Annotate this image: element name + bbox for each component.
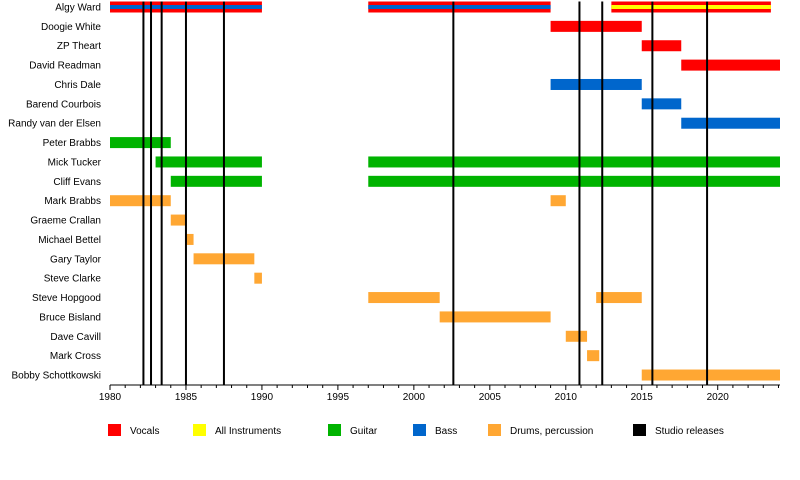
x-tick-label-2010: 2010 — [555, 392, 578, 403]
x-axis: 1980 1985 1990 1995 2000 2005 2010 2015 2020 — [99, 384, 780, 403]
legend-label-studio: Studio releases — [655, 426, 724, 437]
member-label-algy-ward: Algy Ward — [55, 3, 101, 14]
bar-steve-hopgood-drums-20 — [368, 292, 440, 304]
bar-bobby-schottkowski-drums-25 — [641, 369, 780, 381]
member-label-zp-theart: ZP Theart — [57, 41, 101, 52]
member-label-bobby-schottkowski: Bobby Schottkowski — [12, 371, 102, 382]
legend-swatch-vocals — [108, 424, 121, 436]
legend-swatch-guitar — [328, 424, 341, 436]
bar-cliff-evans-guitar-13 — [368, 175, 780, 187]
member-label-dave-cavill: Dave Cavill — [50, 332, 101, 343]
member-label-mark-cross: Mark Cross — [50, 351, 101, 362]
member-label-gary-taylor: Gary Taylor — [50, 254, 102, 265]
bar-mark-cross-drums-24 — [587, 350, 600, 362]
bar-mark-brabbs-drums-14 — [110, 195, 171, 207]
x-tick-label-1980: 1980 — [99, 392, 122, 403]
legend-label-drums: Drums, percussion — [510, 426, 593, 437]
legend-swatch-studio — [633, 424, 646, 436]
bar-michael-bettel-drums-17 — [185, 233, 194, 245]
legend-label-vocals: Vocals — [130, 426, 159, 437]
bar-peter-brabbs-guitar-9 — [110, 137, 171, 149]
bar-mick-tucker-guitar-10 — [155, 156, 262, 168]
bar-mick-tucker-guitar-11 — [368, 156, 780, 168]
bar-doogie-white-vocals-3 — [550, 20, 642, 32]
member-label-mick-tucker: Mick Tucker — [48, 157, 102, 168]
bar-mark-brabbs-drums-15 — [550, 195, 566, 207]
member-label-steve-hopgood: Steve Hopgood — [32, 293, 101, 304]
bar-randy-van-der-elsen-bass-8 — [681, 117, 780, 129]
bar-david-readman-vocals-5 — [681, 59, 780, 71]
member-label-chris-dale: Chris Dale — [54, 80, 101, 91]
legend-swatch-all — [193, 424, 206, 436]
x-tick-label-2000: 2000 — [403, 392, 426, 403]
bar-bruce-bisland-drums-22 — [439, 311, 551, 323]
member-label-mark-brabbs: Mark Brabbs — [44, 196, 101, 207]
member-label-bruce-bisland: Bruce Bisland — [39, 312, 101, 323]
legend-label-all: All Instruments — [215, 426, 281, 437]
bar-stripe-algy-ward-bass-1 — [368, 5, 551, 9]
legend: Vocals All Instruments Guitar Bass Drums, pe… — [108, 424, 724, 437]
legend-swatch-bass — [413, 424, 426, 436]
member-label-peter-brabbs: Peter Brabbs — [43, 138, 101, 149]
legend-label-bass: Bass — [435, 426, 457, 437]
x-tick-label-2005: 2005 — [479, 392, 502, 403]
member-label-steve-clarke: Steve Clarke — [44, 274, 102, 285]
member-label-randy-van-der-elsen: Randy van der Elsen — [8, 119, 101, 130]
studio-release-lines — [142, 1, 709, 385]
member-label-barend-courbois: Barend Courbois — [26, 99, 101, 110]
bar-cliff-evans-guitar-12 — [170, 175, 262, 187]
member-label-doogie-white: Doogie White — [41, 22, 101, 33]
bar-steve-hopgood-drums-21 — [596, 292, 642, 304]
member-label-cliff-evans: Cliff Evans — [53, 177, 101, 188]
bar-steve-clarke-drums-19 — [254, 272, 262, 284]
bar-stripe-algy-ward-all-2 — [611, 5, 771, 9]
member-label-michael-bettel: Michael Bettel — [38, 235, 101, 246]
member-label-graeme-crallan: Graeme Crallan — [30, 216, 101, 227]
legend-label-guitar: Guitar — [350, 426, 378, 437]
member-label-david-readman: David Readman — [29, 61, 101, 72]
x-tick-label-1985: 1985 — [175, 392, 198, 403]
bar-barend-courbois-bass-7 — [641, 98, 682, 110]
membership-bars — [110, 1, 780, 381]
bar-dave-cavill-drums-23 — [565, 330, 588, 342]
bar-chris-dale-bass-6 — [550, 78, 642, 90]
member-labels: Algy Ward Doogie White ZP Theart David Read… — [8, 3, 102, 382]
bar-graeme-crallan-drums-16 — [170, 214, 186, 226]
x-tick-label-1990: 1990 — [251, 392, 274, 403]
legend-swatch-drums — [488, 424, 501, 436]
x-tick-label-1995: 1995 — [327, 392, 350, 403]
bar-zp-theart-vocals-4 — [641, 40, 682, 52]
x-tick-label-2020: 2020 — [707, 392, 730, 403]
x-tick-label-2015: 2015 — [631, 392, 654, 403]
